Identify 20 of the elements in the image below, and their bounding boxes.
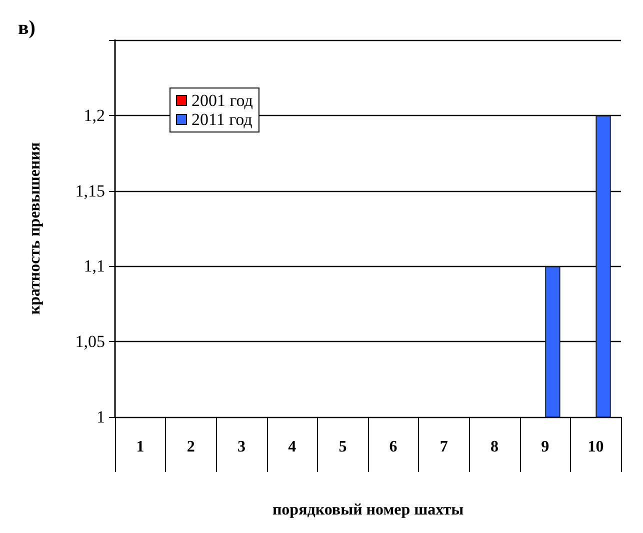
x-tick-label: 7 <box>440 438 448 456</box>
y-tick-label: 1,1 <box>84 256 105 276</box>
x-tick-label: 4 <box>288 438 296 456</box>
y-tick-label: 1,2 <box>84 106 105 125</box>
y-tick-label: 1,05 <box>75 332 105 352</box>
x-tick-label: 8 <box>490 438 498 456</box>
y-axis-title: кратность превышения <box>26 142 44 315</box>
y-tick-label: 1,15 <box>75 181 105 200</box>
legend-label: 2001 год <box>192 91 254 110</box>
x-tick-label: 9 <box>541 438 550 456</box>
legend-label: 2011 год <box>192 110 253 129</box>
x-tick-label: 5 <box>338 438 347 456</box>
x-tick-label: 10 <box>588 438 604 456</box>
x-axis-title: порядковый номер шахты <box>272 502 464 518</box>
text: в) <box>18 17 36 39</box>
x-tick-label: 6 <box>389 438 398 456</box>
y-tick-label: 1 <box>96 408 105 426</box>
x-tick-label: 1 <box>136 438 144 456</box>
x-tick-label: 2 <box>186 438 195 456</box>
x-tick-label: 3 <box>238 438 246 456</box>
